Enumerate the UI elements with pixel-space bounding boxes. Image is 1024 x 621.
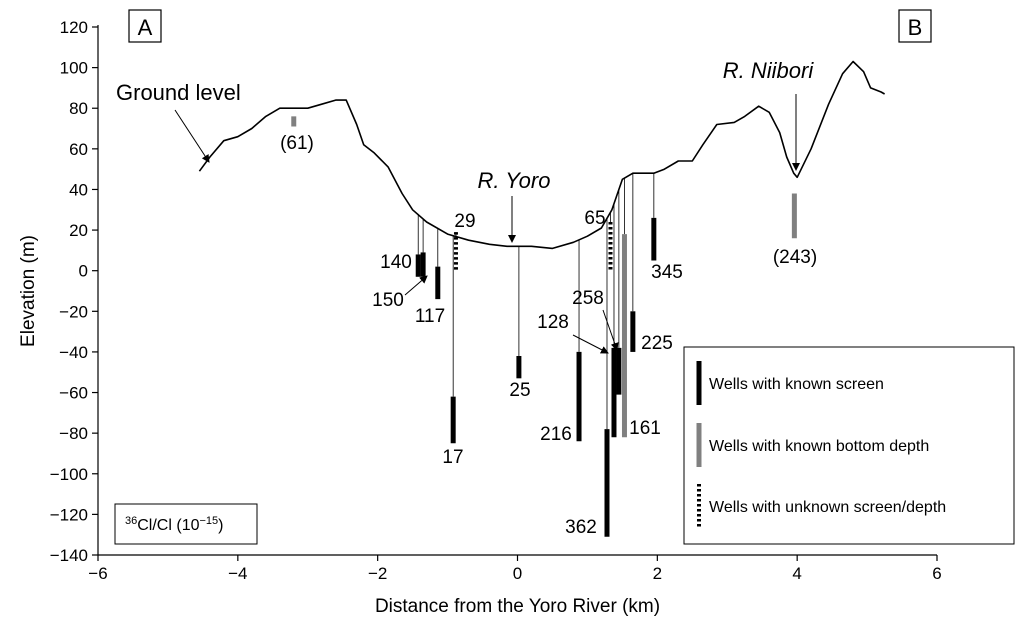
- section-b-box: [898, 9, 932, 43]
- unit-label-sup: 36: [125, 515, 137, 527]
- x-tick-label: −6: [88, 564, 107, 583]
- y-tick-label: −140: [50, 546, 88, 565]
- well-value-label: 17: [442, 447, 463, 468]
- legend-item-label: Wells with known screen: [709, 376, 884, 393]
- y-tick-label: 0: [79, 262, 88, 281]
- river-yoro-label: R. Yoro: [478, 168, 551, 193]
- label-258-arrow: [602, 309, 619, 351]
- y-tick-label: −100: [50, 465, 88, 484]
- ground-profile-layer: [198, 60, 885, 250]
- y-tick-label: −120: [50, 505, 88, 524]
- well-value-label: 258: [572, 288, 604, 309]
- label-150-arrow: [404, 275, 428, 296]
- y-tick-label: −20: [59, 302, 88, 321]
- section-a-box: [128, 9, 162, 43]
- unit-box: [114, 503, 258, 545]
- well-value-label: 25: [509, 380, 530, 401]
- x-tick-label: 6: [932, 564, 941, 583]
- x-tick-label: 0: [513, 564, 522, 583]
- y-tick-label: −80: [59, 424, 88, 443]
- well-value-label: 128: [537, 312, 569, 333]
- well-value-label: (61): [280, 133, 314, 154]
- well-value-label: 117: [415, 306, 445, 327]
- well-value-label: 140: [380, 252, 412, 273]
- y-axis-title: Elevation (m): [18, 235, 39, 347]
- x-tick-label: −4: [228, 564, 247, 583]
- annotations-layer: A B Ground level R. Yoro R. Niibori 36Cl/Cl (…: [114, 9, 932, 545]
- unit-label-exp: −15: [199, 515, 218, 527]
- y-tick-label: 100: [60, 59, 88, 78]
- y-tick-label: −60: [59, 384, 88, 403]
- river-niibori-label: R. Niibori: [723, 58, 815, 83]
- x-tick-label: 2: [653, 564, 662, 583]
- x-tick-label: −2: [368, 564, 387, 583]
- label-128-arrow: [572, 334, 609, 354]
- well-value-label: 345: [651, 262, 683, 283]
- well-value-label: 29: [454, 211, 475, 232]
- y-tick-label: 60: [69, 140, 88, 159]
- legend-item-label: Wells with unknown screen/depth: [709, 499, 946, 516]
- y-tick-label: 80: [69, 99, 88, 118]
- axes: −140−120−100−80−60−40−20020406080100120−…: [18, 18, 942, 617]
- section-b-label: B: [908, 15, 923, 40]
- well-value-label: (243): [773, 247, 817, 268]
- y-tick-label: −40: [59, 343, 88, 362]
- unit-label-main: Cl/Cl (10: [137, 517, 199, 534]
- well-value-label: 225: [641, 333, 673, 354]
- x-tick-label: 4: [792, 564, 801, 583]
- well-value-label: 216: [540, 424, 572, 445]
- unit-label: 36Cl/Cl (10−15): [125, 515, 223, 534]
- y-tick-label: 40: [69, 180, 88, 199]
- well-value-label: 150: [372, 290, 404, 311]
- legend: Wells with known screen Wells with known …: [683, 346, 1015, 545]
- well-value-label: 65: [584, 208, 605, 229]
- well-value-label: 161: [629, 418, 661, 439]
- x-axis-title: Distance from the Yoro River (km): [375, 596, 660, 617]
- section-a-label: A: [138, 15, 153, 40]
- legend-item-label: Wells with known bottom depth: [709, 438, 929, 455]
- legend-box: [683, 346, 1015, 545]
- ground-level-label: Ground level: [116, 80, 241, 105]
- y-tick-label: 120: [60, 18, 88, 37]
- well-value-label: 362: [565, 517, 597, 538]
- ground-level-line: [198, 60, 885, 250]
- ground-level-arrow: [174, 109, 210, 163]
- y-tick-label: 20: [69, 221, 88, 240]
- unit-label-close: ): [218, 517, 223, 534]
